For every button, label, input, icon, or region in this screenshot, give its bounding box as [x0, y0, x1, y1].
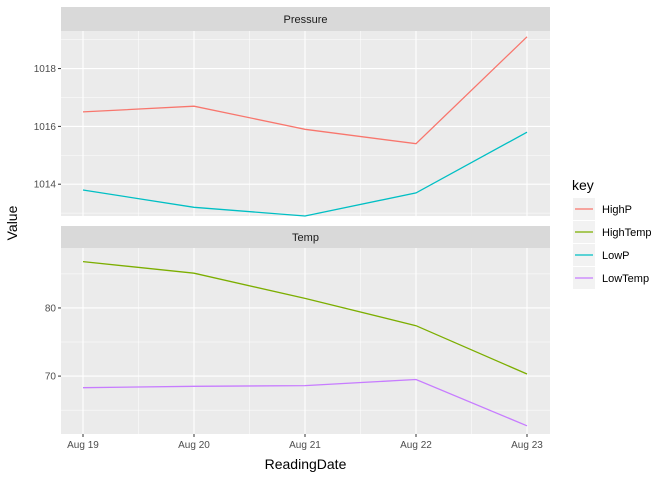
facet-panels: Pressure 1014 1016 1018 Temp 70 80	[34, 7, 550, 434]
y-tick-label: 80	[45, 303, 57, 314]
y-tick-label: 1014	[34, 180, 57, 191]
legend-item-label: HighTemp	[602, 227, 652, 239]
x-tick-label: Aug 19	[67, 440, 99, 451]
legend-item-label: HighP	[602, 204, 632, 216]
y-tick-label: 1018	[34, 64, 57, 75]
y-tick-label: 70	[45, 372, 57, 383]
series-line-highp	[82, 36, 528, 145]
series-line-hightemp	[82, 260, 528, 375]
legend-item-lowp: LowP	[573, 244, 630, 266]
x-axis-title: ReadingDate	[265, 456, 347, 472]
legend-title: key	[572, 177, 594, 193]
x-tick-label: Aug 23	[511, 440, 543, 451]
x-tick-label: Aug 21	[289, 440, 321, 451]
legend-item-label: LowP	[602, 250, 630, 262]
series-line-lowp	[82, 131, 528, 217]
facet-strip-label: Temp	[292, 232, 319, 244]
facet-strip-background	[61, 7, 550, 31]
y-tick-label: 1016	[34, 122, 57, 133]
x-tick-label: Aug 22	[400, 440, 432, 451]
facet-temp: Temp 70 80	[45, 226, 550, 434]
legend-item-highp: HighP	[573, 198, 632, 220]
facet-strip-background	[61, 226, 550, 248]
x-tick-label: Aug 20	[178, 440, 210, 451]
facet-pressure: Pressure 1014 1016 1018	[34, 7, 550, 217]
legend-item-lowtemp: LowTemp	[573, 267, 649, 289]
legend: key HighP HighTemp LowP LowTemp	[572, 177, 652, 289]
legend-item-label: LowTemp	[602, 273, 649, 285]
legend-item-hightemp: HighTemp	[573, 221, 652, 243]
y-axis-title: Value	[4, 205, 20, 240]
facet-strip-label: Pressure	[283, 14, 327, 26]
x-axis: Aug 19 Aug 20 Aug 21 Aug 22 Aug 23	[67, 434, 543, 451]
series-line-lowtemp	[82, 378, 528, 427]
